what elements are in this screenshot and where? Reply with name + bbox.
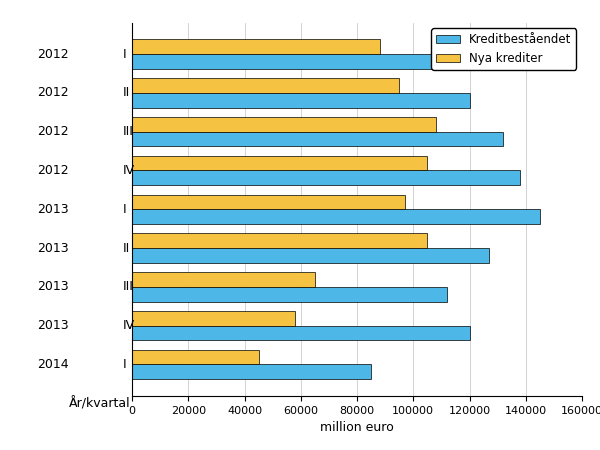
Text: År/kvartal: År/kvartal bbox=[69, 397, 131, 411]
Text: 2013: 2013 bbox=[37, 319, 69, 332]
Text: I: I bbox=[123, 203, 127, 216]
Text: IV: IV bbox=[123, 319, 135, 332]
Text: I: I bbox=[123, 48, 127, 61]
Text: I: I bbox=[123, 358, 127, 371]
Bar bbox=[132, 40, 380, 54]
Bar bbox=[132, 132, 503, 146]
Text: IV: IV bbox=[123, 164, 135, 177]
Legend: Kreditbeståendet, Nya krediter: Kreditbeståendet, Nya krediter bbox=[431, 28, 576, 70]
Bar bbox=[132, 194, 405, 209]
Bar bbox=[132, 117, 436, 132]
Bar bbox=[132, 78, 399, 93]
Bar bbox=[132, 209, 540, 224]
Text: 2012: 2012 bbox=[37, 48, 69, 61]
Text: III: III bbox=[123, 280, 134, 293]
Text: II: II bbox=[123, 242, 130, 255]
Bar bbox=[132, 272, 315, 287]
Text: 2012: 2012 bbox=[37, 125, 69, 138]
Text: III: III bbox=[123, 125, 134, 138]
Text: 2013: 2013 bbox=[37, 203, 69, 216]
Text: 2012: 2012 bbox=[37, 164, 69, 177]
Bar bbox=[132, 325, 470, 340]
Bar bbox=[132, 54, 436, 69]
Bar bbox=[132, 364, 371, 379]
Bar bbox=[132, 156, 427, 171]
Text: II: II bbox=[123, 86, 130, 99]
Bar bbox=[132, 233, 427, 248]
X-axis label: million euro: million euro bbox=[320, 421, 394, 434]
Bar bbox=[132, 287, 447, 302]
Text: 2013: 2013 bbox=[37, 280, 69, 293]
Bar bbox=[132, 93, 470, 108]
Text: 2013: 2013 bbox=[37, 242, 69, 255]
Text: 2014: 2014 bbox=[37, 358, 69, 371]
Text: 2012: 2012 bbox=[37, 86, 69, 99]
Bar bbox=[132, 311, 295, 325]
Bar bbox=[132, 350, 259, 365]
Bar bbox=[132, 171, 520, 185]
Bar bbox=[132, 248, 489, 263]
